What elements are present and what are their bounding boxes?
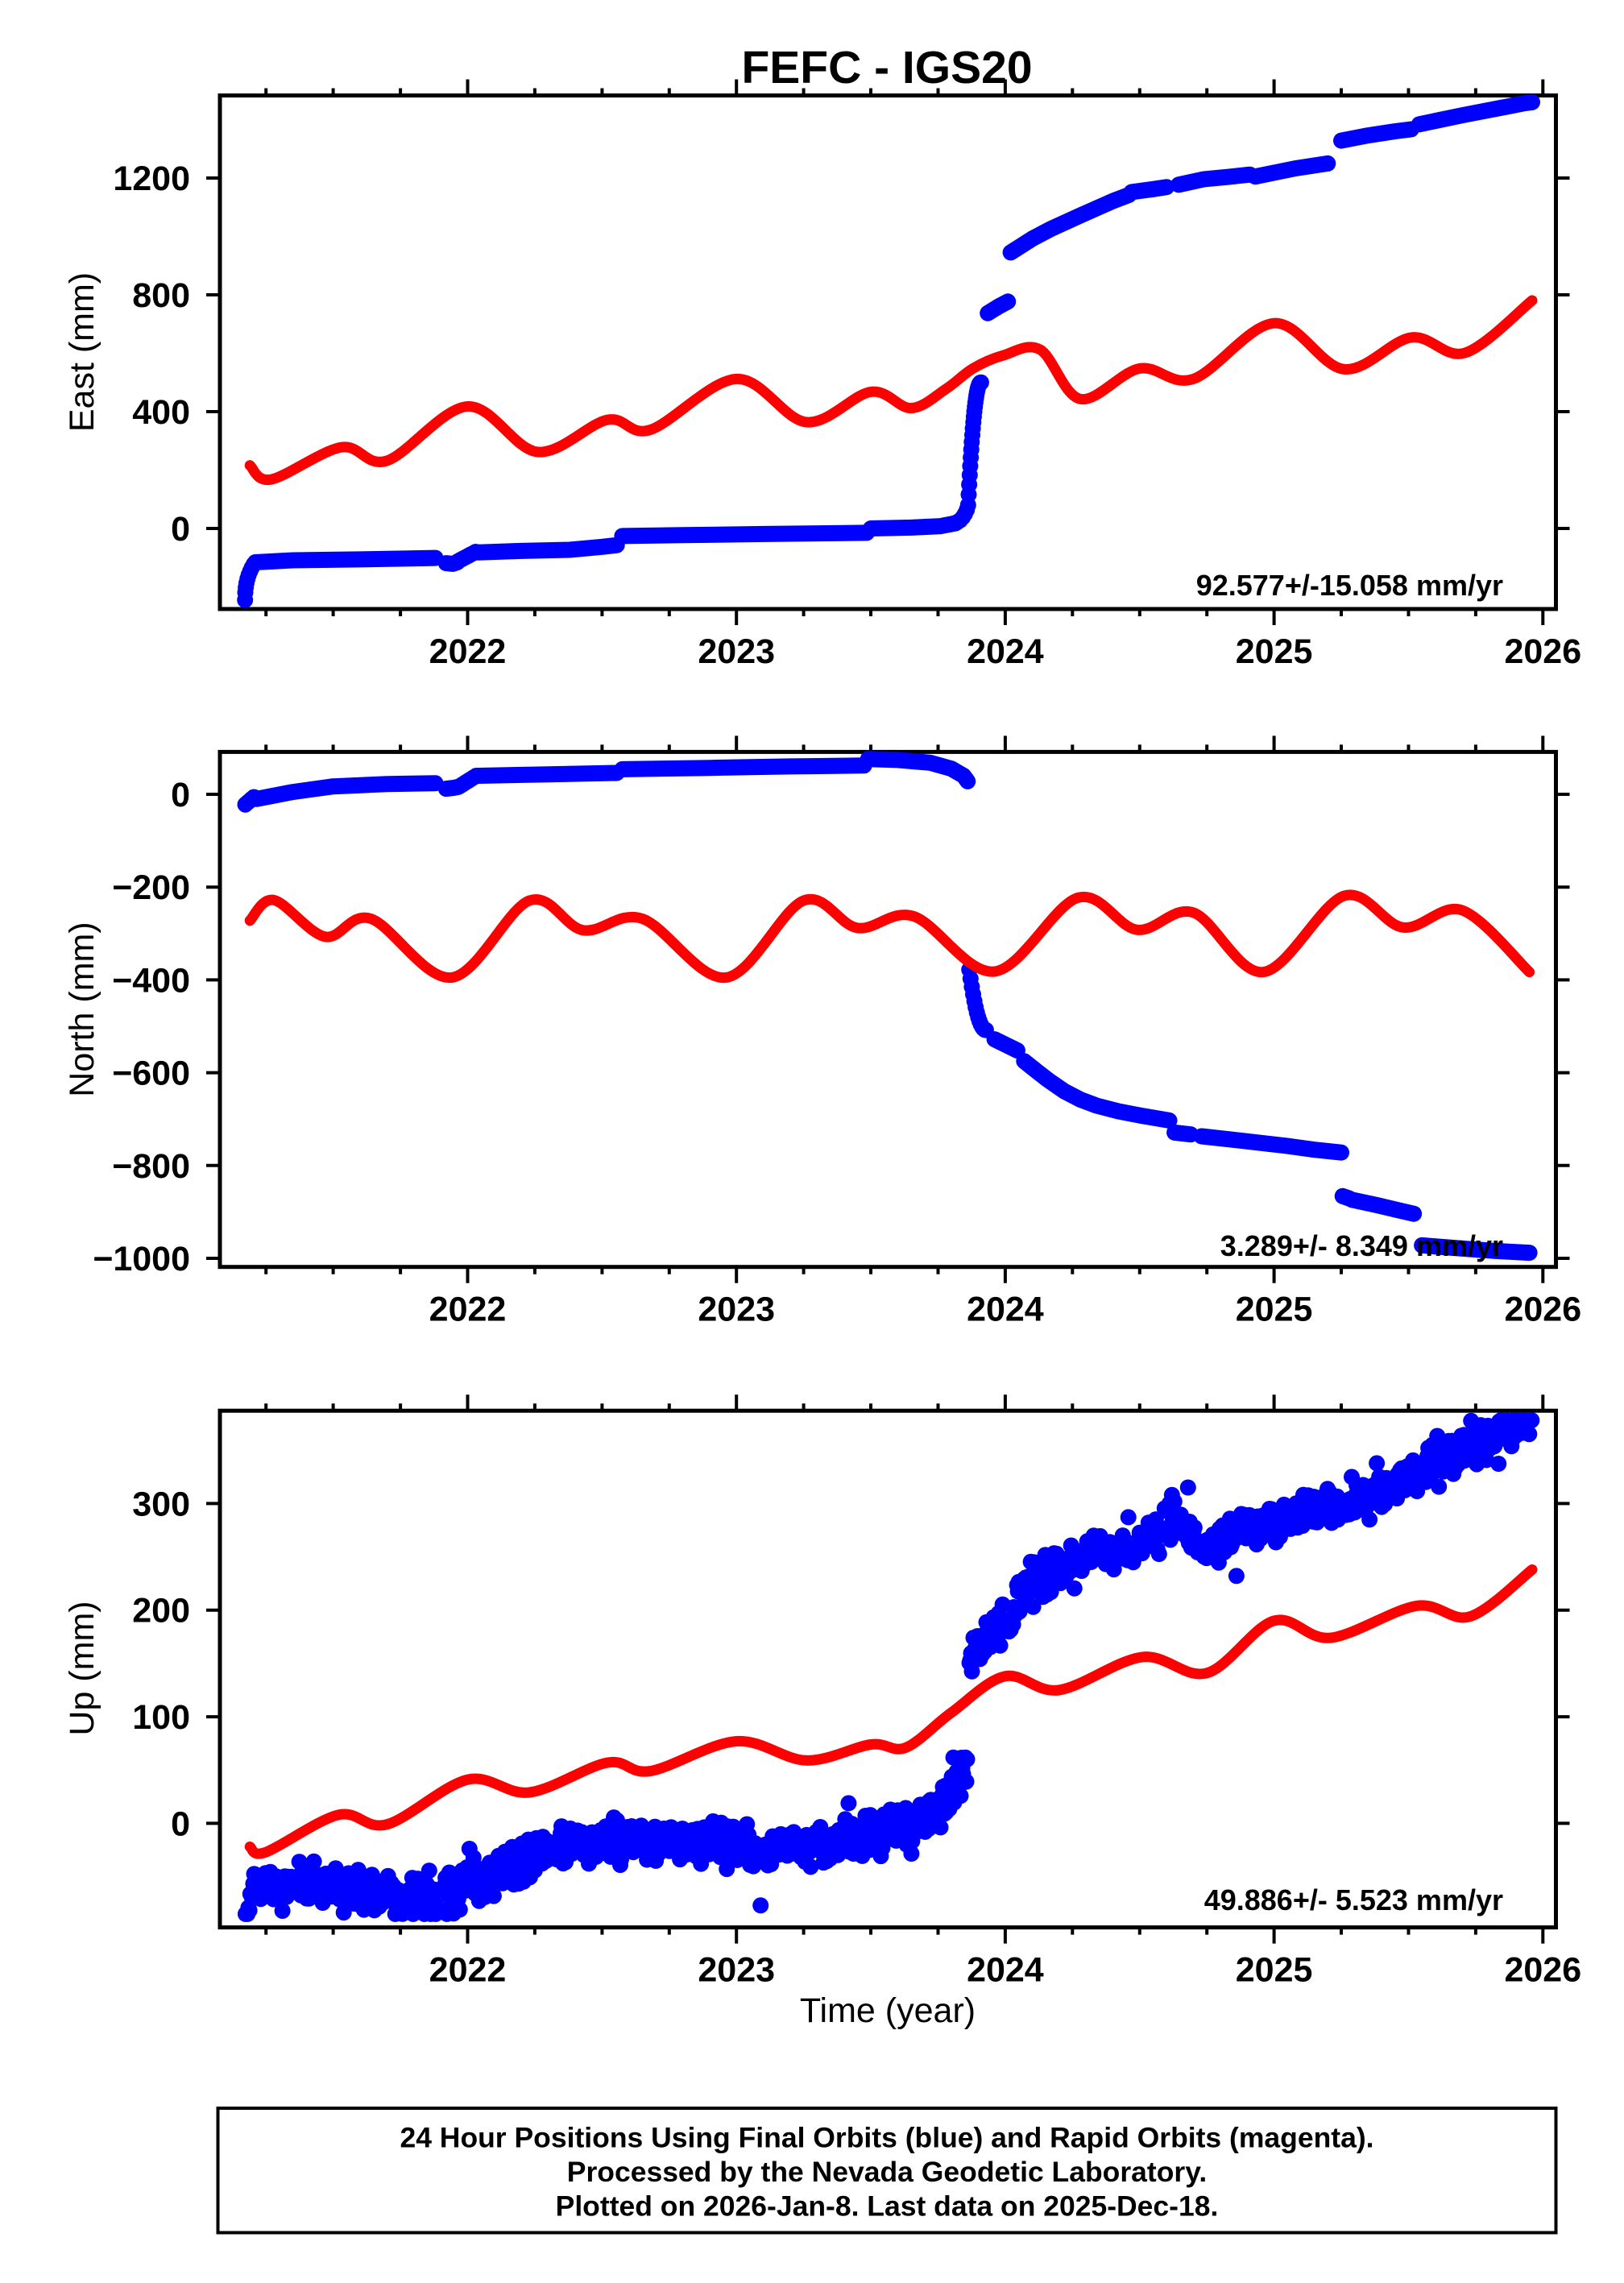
svg-text:3.289+/- 8.349 mm/yr: 3.289+/- 8.349 mm/yr: [1220, 1229, 1503, 1262]
svg-text:92.577+/-15.058 mm/yr: 92.577+/-15.058 mm/yr: [1196, 569, 1503, 602]
svg-text:24 Hour Positions Using Final: 24 Hour Positions Using Final Orbits (bl…: [400, 2122, 1373, 2154]
svg-text:2026: 2026: [1504, 1291, 1581, 1329]
svg-text:2026: 2026: [1504, 1951, 1581, 1990]
svg-text:800: 800: [132, 276, 190, 315]
svg-text:49.886+/- 5.523 mm/yr: 49.886+/- 5.523 mm/yr: [1204, 1883, 1503, 1916]
svg-text:300: 300: [132, 1485, 190, 1523]
svg-text:200: 200: [132, 1592, 190, 1630]
svg-text:2025: 2025: [1236, 1291, 1313, 1329]
svg-text:0: 0: [171, 776, 190, 814]
svg-text:Processed by the Nevada Geodet: Processed by the Nevada Geodetic Laborat…: [567, 2156, 1207, 2188]
svg-text:1200: 1200: [113, 160, 190, 198]
svg-text:−400: −400: [112, 961, 190, 1000]
svg-text:Time (year): Time (year): [800, 1991, 976, 2030]
svg-text:Up (mm): Up (mm): [63, 1601, 102, 1735]
svg-text:−800: −800: [112, 1147, 190, 1186]
svg-text:2026: 2026: [1504, 632, 1581, 671]
svg-text:2022: 2022: [429, 632, 507, 671]
svg-text:2024: 2024: [967, 1291, 1044, 1329]
svg-text:North (mm): North (mm): [63, 922, 102, 1096]
svg-text:2023: 2023: [698, 1291, 775, 1329]
svg-text:−600: −600: [112, 1054, 190, 1093]
svg-text:400: 400: [132, 393, 190, 432]
svg-text:East (mm): East (mm): [63, 272, 102, 432]
svg-text:FEFC - IGS20: FEFC - IGS20: [741, 42, 1032, 93]
svg-text:Plotted on 2026-Jan-8. Last da: Plotted on 2026-Jan-8. Last data on 2025…: [556, 2190, 1219, 2223]
svg-text:2023: 2023: [698, 632, 775, 671]
svg-text:−1000: −1000: [93, 1240, 190, 1278]
svg-text:2022: 2022: [429, 1951, 507, 1990]
svg-text:0: 0: [171, 510, 190, 549]
svg-text:2025: 2025: [1236, 1951, 1313, 1990]
svg-text:2024: 2024: [967, 1951, 1044, 1990]
svg-text:2022: 2022: [429, 1291, 507, 1329]
svg-text:0: 0: [171, 1804, 190, 1843]
svg-text:100: 100: [132, 1698, 190, 1737]
svg-text:2023: 2023: [698, 1951, 775, 1990]
svg-text:−200: −200: [112, 868, 190, 907]
svg-text:2024: 2024: [967, 632, 1044, 671]
svg-text:2025: 2025: [1236, 632, 1313, 671]
